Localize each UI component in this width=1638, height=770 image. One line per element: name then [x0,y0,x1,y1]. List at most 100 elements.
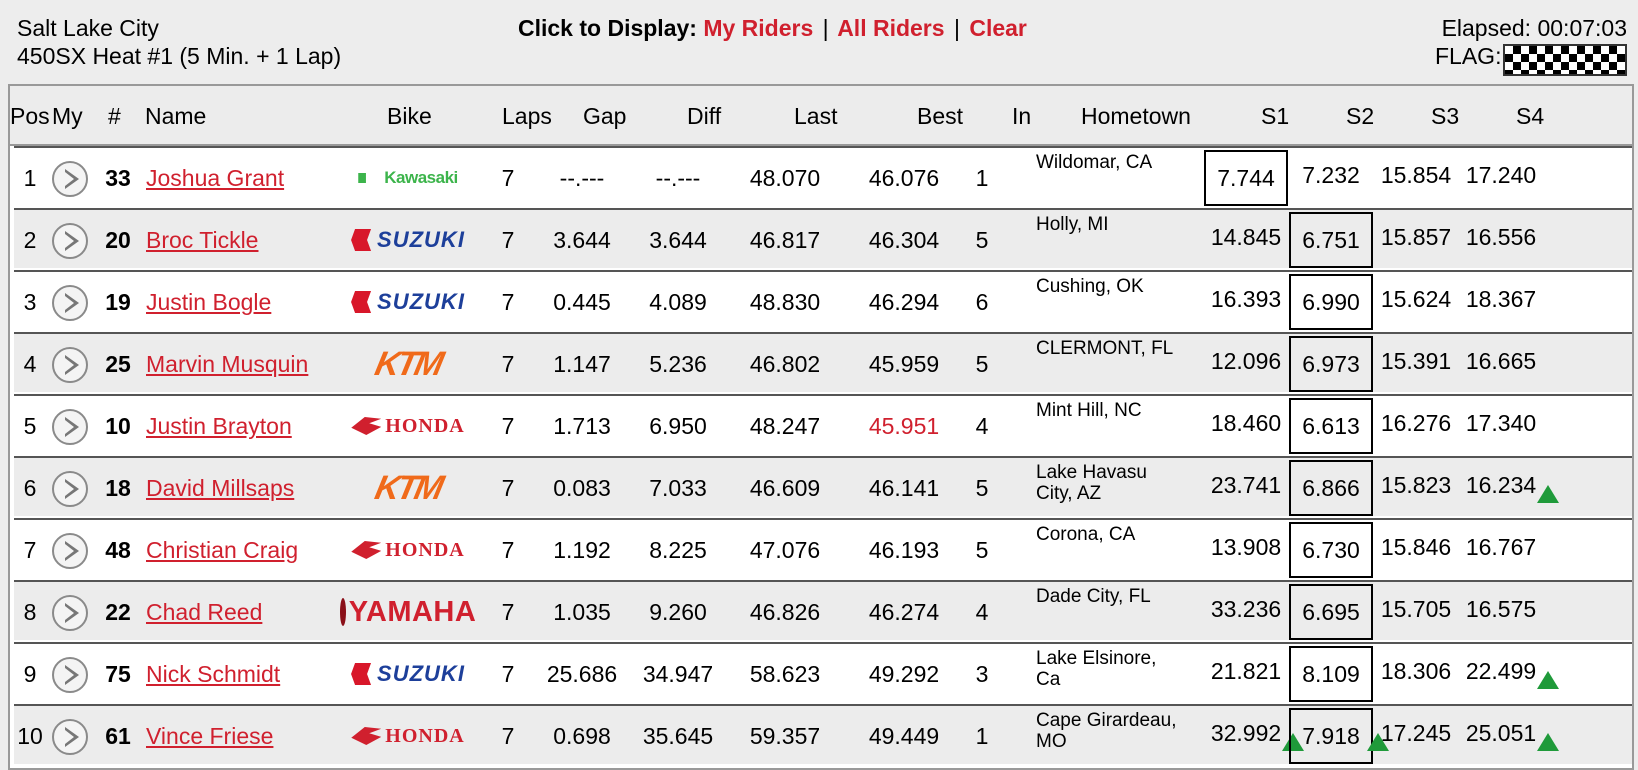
sector-s1-cell: 12.096 [1210,348,1282,374]
diff-cell: 9.260 [649,599,707,625]
rider-name-link[interactable]: Christian Craig [146,537,299,563]
play-arrow-icon[interactable] [52,719,88,755]
rider-name-link[interactable]: Justin Brayton [146,413,292,439]
my-riders-link[interactable]: My Riders [703,15,814,41]
sector-s3-cell: 15.705 [1380,596,1452,622]
rider-name-link[interactable]: Broc Tickle [146,227,259,253]
rider-name-link[interactable]: Nick Schmidt [146,661,281,687]
elapsed-time: Elapsed: 00:07:03 [1442,15,1627,41]
sector-s3-cell: 15.823 [1380,472,1452,498]
rider-name-link[interactable]: Chad Reed [146,599,263,625]
hometown-line-1: Mint Hill, NC [1036,400,1142,421]
gap-cell: 25.686 [546,661,618,687]
diff-cell: 3.644 [649,227,707,253]
logo-mark-icon [339,598,346,626]
col-s2: S2 [1346,103,1375,129]
sector-s2-cell: 8.109 [1302,661,1360,687]
up-arrow-icon [1537,485,1559,503]
sector-s2-cell: 6.751 [1302,227,1360,253]
hometown-line-1: Lake Elsinore, [1036,648,1157,669]
rider-number: 10 [105,413,131,439]
play-arrow-icon[interactable] [52,223,88,259]
last-lap-cell: 48.830 [749,289,821,315]
sector-s1-cell: 18.460 [1210,410,1282,436]
timing-header: Salt Lake City 450SX Heat #1 (5 Min. + 1… [0,0,1638,84]
best-sector-box [1289,212,1373,268]
results-table: Pos My # Name Bike Laps Gap Diff Last Be… [8,84,1634,770]
diff-cell: 8.225 [649,537,707,563]
last-lap-cell: 48.070 [749,165,821,191]
best-lap-cell: 45.959 [868,351,940,377]
last-lap-cell: 46.817 [749,227,821,253]
event-venue: Salt Lake City [17,15,159,41]
best-lap-cell: 46.304 [868,227,940,253]
separator: | [953,15,960,41]
play-arrow-icon[interactable] [52,533,88,569]
in-cell: 1 [975,723,989,749]
in-cell: 1 [975,165,989,191]
hometown-line-2: MO [1036,731,1067,752]
sector-s4-cell: 16.665 [1465,348,1537,374]
table-row: 8 22 Chad Reed YAMAHA 7 1.035 9.260 46.826 46.27… [14,580,1632,640]
play-arrow-icon[interactable] [52,409,88,445]
sector-s3-cell: 15.624 [1380,286,1452,312]
rider-name-link[interactable]: David Millsaps [146,475,295,501]
last-lap-cell: 46.826 [749,599,821,625]
position-cell: 10 [17,723,43,749]
best-sector-box [1289,522,1373,578]
col-best: Best [917,103,964,129]
rider-number: 48 [105,537,131,563]
sector-s1-cell: 32.992 [1210,720,1282,746]
sector-s1-cell: 21.821 [1210,658,1282,684]
table-row: 1 33 Joshua Grant Kawasaki 7 --.--- --.--- 48.0… [14,146,1632,206]
col-s3: S3 [1431,103,1460,129]
laps-cell: 7 [501,661,515,687]
hometown-line-1: Dade City, FL [1036,586,1151,607]
logo-mark-icon [358,173,366,183]
play-arrow-icon[interactable] [52,595,88,631]
play-arrow-icon[interactable] [52,285,88,321]
col-in: In [1012,103,1032,129]
play-arrow-icon[interactable] [52,657,88,693]
sector-s4-cell: 16.234 [1465,472,1537,498]
gap-cell: 1.192 [553,537,611,563]
table-row: 6 18 David Millsaps KTM 7 0.083 7.033 46.609 46.… [14,456,1632,516]
rider-name-link[interactable]: Joshua Grant [146,165,285,191]
clear-link[interactable]: Clear [969,15,1027,41]
sector-s1-cell: 16.393 [1210,286,1282,312]
position-cell: 6 [23,475,37,501]
sector-s3-cell: 16.276 [1380,410,1452,436]
in-cell: 3 [975,661,989,687]
sector-s3-cell: 17.245 [1380,720,1452,746]
col-s4: S4 [1516,103,1545,129]
manufacturer-name: KTM [371,344,445,383]
diff-cell: 35.645 [642,723,714,749]
play-arrow-icon[interactable] [52,161,88,197]
sector-s1-cell: 7.744 [1217,165,1275,191]
sector-s2-cell: 7.918 [1302,723,1360,749]
col-my: My [52,103,83,129]
logo-mark-icon [351,663,372,685]
table-row: 10 61 Vince Friese HONDA 7 0.698 35.645 59.357 4… [14,704,1632,764]
best-lap-cell: 45.951 [868,413,940,439]
last-lap-cell: 48.247 [749,413,821,439]
rider-name-link[interactable]: Marvin Musquin [146,351,309,377]
rider-name-link[interactable]: Justin Bogle [146,289,272,315]
manufacturer-name: SUZUKI [377,227,465,252]
laps-cell: 7 [501,227,515,253]
col-s1: S1 [1261,103,1290,129]
sector-s2-cell: 7.232 [1302,162,1360,188]
rider-name-link[interactable]: Vince Friese [146,723,274,749]
hometown-line-1: Cushing, OK [1036,276,1144,297]
gap-cell: 3.644 [553,227,611,253]
in-cell: 4 [975,413,989,439]
best-lap-cell: 49.449 [868,723,940,749]
play-arrow-icon[interactable] [52,347,88,383]
gap-cell: 0.445 [553,289,611,315]
col-pos: Pos [10,103,50,129]
play-arrow-icon[interactable] [52,471,88,507]
rider-number: 25 [105,351,131,377]
all-riders-link[interactable]: All Riders [837,15,945,41]
gap-cell: --.--- [559,165,605,191]
laps-cell: 7 [501,537,515,563]
